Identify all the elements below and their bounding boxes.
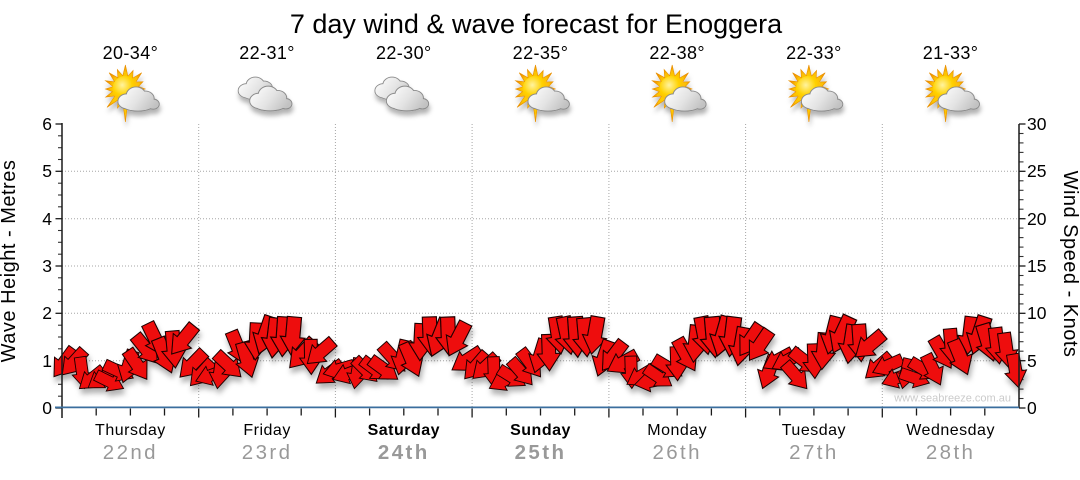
svg-text:Thursday: Thursday (95, 422, 166, 439)
svg-text:Monday: Monday (647, 422, 707, 439)
svg-text:22-30°: 22-30° (376, 43, 432, 63)
svg-text:3: 3 (42, 256, 52, 276)
svg-text:5: 5 (42, 161, 52, 181)
svg-text:20-34°: 20-34° (103, 43, 159, 63)
svg-text:10: 10 (1027, 303, 1047, 323)
svg-text:22-31°: 22-31° (239, 43, 295, 63)
svg-text:Saturday: Saturday (368, 422, 440, 439)
svg-text:22-35°: 22-35° (513, 43, 569, 63)
svg-text:1: 1 (42, 351, 52, 371)
svg-text:4: 4 (42, 209, 52, 229)
svg-text:0: 0 (42, 398, 52, 418)
svg-text:25: 25 (1027, 161, 1046, 181)
svg-text:23rd: 23rd (242, 441, 293, 464)
svg-text:25th: 25th (515, 441, 567, 464)
svg-text:24th: 24th (378, 441, 430, 464)
svg-text:27th: 27th (789, 441, 839, 464)
svg-text:6: 6 (42, 114, 52, 134)
svg-text:21-33°: 21-33° (923, 43, 979, 63)
svg-text:15: 15 (1027, 256, 1046, 276)
svg-text:Wednesday: Wednesday (906, 422, 995, 439)
svg-text:20: 20 (1027, 209, 1047, 229)
svg-text:30: 30 (1027, 114, 1047, 134)
svg-text:www.seabreeze.com.au: www.seabreeze.com.au (893, 393, 1011, 405)
svg-text:22-33°: 22-33° (786, 43, 842, 63)
svg-text:7 day wind & wave forecast for: 7 day wind & wave forecast for Enoggera (290, 9, 783, 39)
svg-text:5: 5 (1027, 351, 1037, 371)
svg-text:Tuesday: Tuesday (782, 422, 846, 439)
svg-text:Sunday: Sunday (510, 422, 571, 439)
svg-text:0: 0 (1027, 398, 1037, 418)
svg-text:22nd: 22nd (103, 441, 158, 464)
svg-text:Wave Height - Metres: Wave Height - Metres (0, 160, 20, 363)
svg-text:28th: 28th (926, 441, 976, 464)
svg-text:26th: 26th (652, 441, 702, 464)
svg-text:Friday: Friday (243, 422, 290, 439)
svg-text:Wind Speed - Knots: Wind Speed - Knots (1059, 171, 1080, 358)
svg-text:22-38°: 22-38° (649, 43, 705, 63)
svg-text:2: 2 (42, 303, 52, 323)
